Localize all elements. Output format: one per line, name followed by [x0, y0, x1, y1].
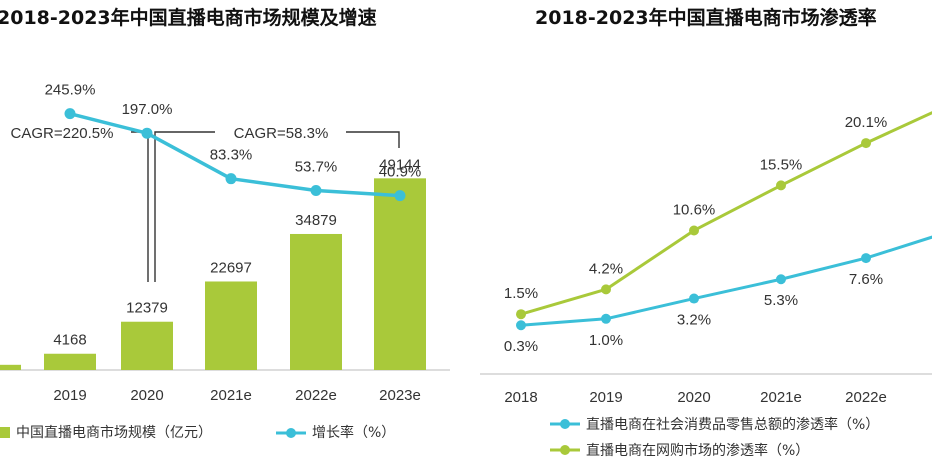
retail-label-2021e: 5.3% — [764, 292, 798, 309]
legend-label-market-size: 中国直播电商市场规模（亿元） — [16, 424, 212, 441]
x-tick-2018: 2018 — [504, 389, 537, 406]
online-label-2022e: 20.1% — [845, 114, 888, 131]
legend-label-growth: 增长率（%） — [312, 424, 395, 441]
bar-label-2019: 4168 — [53, 332, 86, 349]
growth-point-2022e — [310, 185, 322, 197]
growth-label-2021e: 83.3% — [210, 147, 253, 164]
x-tick-2023e: 2023e — [379, 387, 421, 404]
legend-swatch-market-size — [0, 427, 10, 438]
bar-2022e — [290, 233, 342, 370]
bar-2019 — [44, 353, 96, 370]
bar-label-2023e: 49144 — [379, 156, 421, 173]
legend-label-online: 直播电商在网购市场的渗透率（%） — [586, 442, 809, 459]
legend-marker-growth — [286, 428, 296, 438]
cagr-bracket-2-left — [154, 131, 215, 282]
bar-2020 — [121, 321, 173, 370]
growth-point-2019 — [64, 108, 76, 120]
retail-point-2021e — [776, 274, 786, 285]
online-label-2021e: 15.5% — [760, 156, 803, 173]
right-chart-penetration: 2018-2023年中国直播电商市场渗透率 2018 2019 2020 2021e 20… — [480, 6, 932, 459]
growth-label-2022e: 53.7% — [295, 159, 338, 176]
bar-2021e — [205, 281, 257, 370]
retail-point-2020 — [689, 293, 699, 304]
left-chart-title: 2018-2023年中国直播电商市场规模及增速 — [0, 6, 377, 29]
retail-point-2018 — [516, 320, 526, 331]
bar-label-2021e: 22697 — [210, 259, 252, 276]
growth-label-2020: 197.0% — [122, 101, 173, 118]
retail-label-2022e: 7.6% — [849, 271, 883, 288]
x-tick-2019: 2019 — [589, 389, 622, 406]
retail-label-2018: 0.3% — [504, 338, 538, 355]
right-chart-title: 2018-2023年中国直播电商市场渗透率 — [535, 6, 877, 29]
growth-label-2019: 245.9% — [45, 82, 96, 99]
retail-label-2019: 1.0% — [589, 332, 623, 349]
cagr-label-1: CAGR=220.5% — [11, 125, 114, 142]
online-label-2018: 1.5% — [504, 285, 538, 302]
x-tick-2019: 2019 — [53, 387, 86, 404]
retail-point-2022e — [861, 253, 871, 264]
x-tick-2021e: 2021e — [210, 387, 252, 404]
online-point-2022e — [861, 138, 871, 149]
x-tick-2021e: 2021e — [760, 389, 802, 406]
cagr-bracket-1-right — [131, 131, 149, 282]
bar-label-2020: 12379 — [126, 300, 168, 317]
online-label-2019: 4.2% — [589, 260, 623, 277]
x-tick-2022e: 2022e — [295, 387, 337, 404]
online-point-2018 — [516, 309, 526, 320]
legend-label-retail: 直播电商在社会消费品零售总额的渗透率（%） — [586, 416, 879, 433]
growth-point-2023e — [394, 190, 406, 202]
online-point-2019 — [601, 284, 611, 295]
online-point-2020 — [689, 225, 699, 236]
online-penetration-line — [520, 111, 932, 316]
online-point-2021e — [776, 180, 786, 191]
left-chart-market-size: 2018-2023年中国直播电商市场规模及增速 4168 12379 22697 348… — [0, 6, 450, 441]
x-tick-2020: 2020 — [677, 389, 710, 406]
x-tick-2020: 2020 — [130, 387, 163, 404]
retail-label-2020: 3.2% — [677, 312, 711, 329]
retail-point-2019 — [601, 313, 611, 324]
growth-point-2021e — [225, 173, 237, 185]
cagr-bracket-2-right — [346, 131, 400, 148]
legend-marker-online — [560, 445, 570, 455]
growth-label-2023e: 40.9% — [379, 164, 422, 181]
legend-marker-retail — [560, 419, 570, 429]
cagr-label-2: CAGR=58.3% — [234, 125, 329, 142]
bar-2023e — [374, 178, 426, 370]
growth-point-2020 — [141, 127, 153, 139]
online-label-2020: 10.6% — [673, 201, 716, 218]
bar-label-2022e: 34879 — [295, 212, 337, 229]
bar-2018 — [0, 364, 21, 370]
x-tick-2022e: 2022e — [845, 389, 887, 406]
retail-penetration-line — [520, 235, 932, 327]
